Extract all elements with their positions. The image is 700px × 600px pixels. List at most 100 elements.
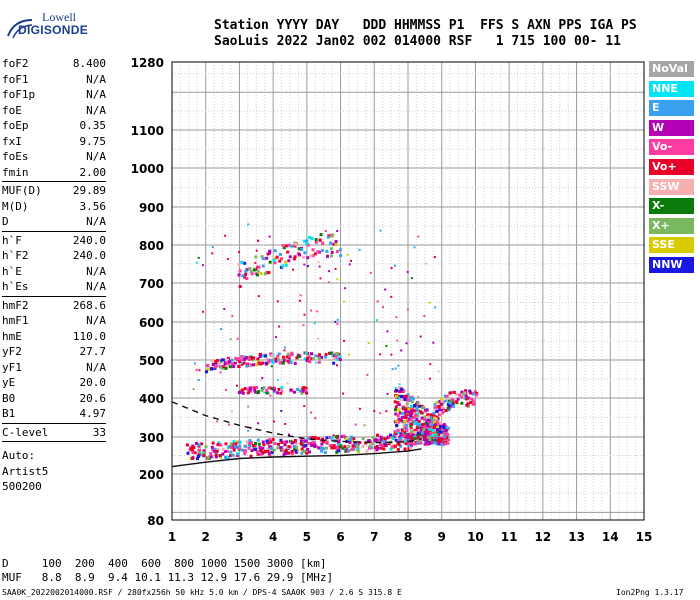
echo-point <box>297 247 301 251</box>
echo-point <box>367 439 371 443</box>
echo-point <box>305 391 309 395</box>
echo-point <box>395 394 399 398</box>
echo-point <box>403 426 407 430</box>
echo-point <box>396 448 400 452</box>
echo-point <box>248 388 252 392</box>
echo-point <box>246 362 250 366</box>
echo-point <box>225 388 228 391</box>
echo-point <box>333 354 337 358</box>
echo-point <box>195 368 198 371</box>
echo-point <box>422 434 426 438</box>
param-value: 240.0 <box>72 249 106 262</box>
echo-point <box>431 428 435 432</box>
echo-point <box>280 448 284 452</box>
echo-point <box>413 437 417 441</box>
param-value: 3.56 <box>79 199 107 213</box>
echo-point <box>410 438 414 442</box>
echo-point <box>188 448 192 452</box>
echo-point <box>276 378 279 381</box>
y-tick-label: 1280 <box>131 56 164 70</box>
echo-point <box>272 388 276 392</box>
echo-point <box>376 300 379 303</box>
echo-point <box>219 328 222 331</box>
echo-point <box>227 360 231 364</box>
echo-point <box>294 450 298 454</box>
echo-point <box>410 434 414 438</box>
echo-point <box>303 251 307 255</box>
echo-point <box>248 386 252 390</box>
echo-point <box>434 431 438 435</box>
echo-point <box>393 400 397 404</box>
param-name: yF1 <box>2 360 22 374</box>
echo-point <box>423 415 427 419</box>
echo-point <box>321 440 325 444</box>
echo-point <box>268 445 272 449</box>
echo-point <box>206 367 210 371</box>
echo-point <box>223 362 227 366</box>
version-label: Ion2Png 1.3.17 <box>616 588 684 597</box>
echo-point <box>324 355 328 359</box>
echo-point <box>302 385 306 389</box>
echo-point <box>260 378 263 381</box>
echo-point <box>350 448 354 452</box>
echo-point <box>341 446 345 450</box>
echo-point <box>195 261 198 264</box>
echo-point <box>423 315 426 318</box>
echo-point <box>348 441 352 445</box>
echo-point <box>197 379 200 382</box>
echo-point <box>190 457 194 461</box>
auto-line: Auto: <box>2 449 36 462</box>
param-name: foF1 <box>2 72 29 86</box>
echo-point <box>437 413 441 417</box>
echo-point <box>294 445 298 449</box>
param-value: 4.97 <box>79 407 107 420</box>
echo-point <box>399 432 402 435</box>
echo-point <box>263 272 267 276</box>
echo-point <box>310 357 314 361</box>
echo-point <box>233 454 237 458</box>
echo-point <box>379 446 383 450</box>
echo-point <box>282 246 286 250</box>
echo-point <box>342 434 346 438</box>
echo-point <box>306 436 310 440</box>
echo-point <box>303 405 306 408</box>
echo-point <box>263 391 266 394</box>
echo-point <box>356 448 360 452</box>
echo-point <box>297 355 301 359</box>
x-tick-label: 8 <box>404 530 412 544</box>
echo-point <box>433 441 437 445</box>
echo-point <box>299 294 302 297</box>
echo-point <box>405 342 408 345</box>
echo-point <box>434 417 438 421</box>
echo-point <box>257 265 261 269</box>
echo-point <box>261 361 265 365</box>
param-value: N/A <box>86 360 106 374</box>
echo-point <box>404 423 408 427</box>
echo-point <box>269 394 272 397</box>
echo-point <box>258 355 262 359</box>
echo-point <box>273 249 277 253</box>
echo-point <box>196 454 200 458</box>
echo-point <box>275 336 278 339</box>
param-row: yF2 27.7 <box>2 344 106 360</box>
echo-point <box>396 401 400 405</box>
echo-point <box>417 396 420 399</box>
echo-point <box>335 450 339 454</box>
echo-point <box>259 452 263 456</box>
echo-point <box>254 267 258 271</box>
echo-point <box>225 365 229 369</box>
echo-point <box>263 449 267 453</box>
echo-point <box>204 445 208 449</box>
echo-point <box>435 409 439 413</box>
x-tick-label: 10 <box>467 530 484 544</box>
echo-point <box>382 306 385 309</box>
echo-point <box>400 349 403 352</box>
echo-point <box>336 440 340 444</box>
echo-point <box>295 356 299 360</box>
echo-point <box>249 355 253 359</box>
echo-point <box>200 442 204 446</box>
separator <box>2 422 106 424</box>
echo-point <box>260 388 264 392</box>
param-value: N/A <box>86 314 106 327</box>
echo-point <box>211 252 214 255</box>
